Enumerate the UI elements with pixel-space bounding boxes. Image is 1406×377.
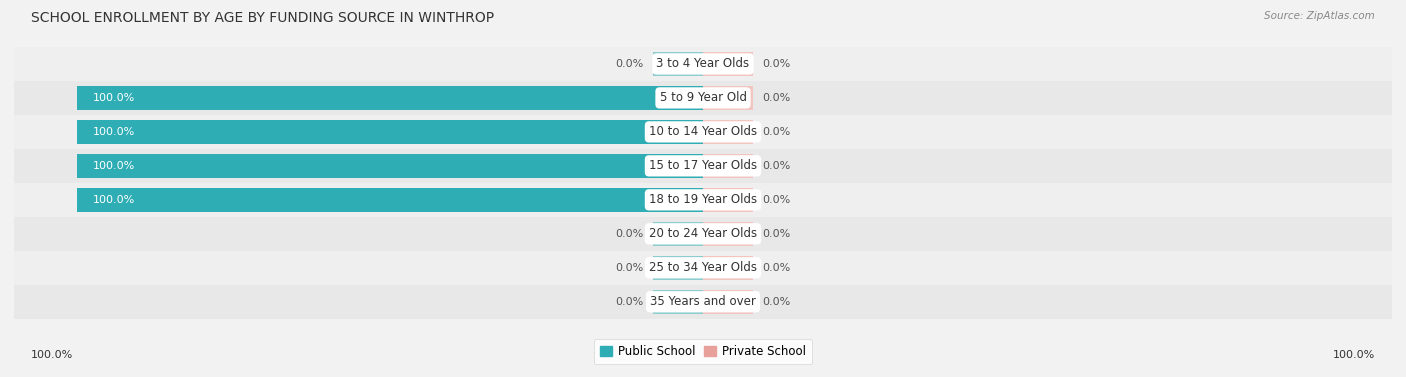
Bar xyxy=(652,52,703,76)
Bar xyxy=(14,81,1392,115)
Text: 0.0%: 0.0% xyxy=(762,263,790,273)
Text: 0.0%: 0.0% xyxy=(616,297,644,307)
Text: 0.0%: 0.0% xyxy=(762,297,790,307)
Text: 0.0%: 0.0% xyxy=(616,59,644,69)
Bar xyxy=(703,154,754,178)
Text: 20 to 24 Year Olds: 20 to 24 Year Olds xyxy=(650,227,756,240)
Legend: Public School, Private School: Public School, Private School xyxy=(593,339,813,364)
Text: Source: ZipAtlas.com: Source: ZipAtlas.com xyxy=(1264,11,1375,21)
Text: 0.0%: 0.0% xyxy=(616,263,644,273)
Bar xyxy=(703,86,754,110)
Text: 100.0%: 100.0% xyxy=(93,195,135,205)
Bar xyxy=(703,120,754,144)
Text: 100.0%: 100.0% xyxy=(93,161,135,171)
Bar xyxy=(14,149,1392,183)
Text: SCHOOL ENROLLMENT BY AGE BY FUNDING SOURCE IN WINTHROP: SCHOOL ENROLLMENT BY AGE BY FUNDING SOUR… xyxy=(31,11,494,25)
Bar xyxy=(14,251,1392,285)
Text: 10 to 14 Year Olds: 10 to 14 Year Olds xyxy=(650,126,756,138)
Bar xyxy=(77,86,703,110)
Bar xyxy=(14,183,1392,217)
Text: 0.0%: 0.0% xyxy=(616,229,644,239)
Text: 0.0%: 0.0% xyxy=(762,195,790,205)
Text: 100.0%: 100.0% xyxy=(93,93,135,103)
Bar xyxy=(703,52,754,76)
Text: 5 to 9 Year Old: 5 to 9 Year Old xyxy=(659,91,747,104)
Bar xyxy=(14,217,1392,251)
Bar xyxy=(14,115,1392,149)
Text: 0.0%: 0.0% xyxy=(762,229,790,239)
Bar xyxy=(703,222,754,246)
Text: 0.0%: 0.0% xyxy=(762,127,790,137)
Bar xyxy=(703,290,754,314)
Bar xyxy=(77,120,703,144)
Text: 100.0%: 100.0% xyxy=(93,127,135,137)
Bar xyxy=(77,188,703,212)
Bar xyxy=(652,256,703,280)
Text: 25 to 34 Year Olds: 25 to 34 Year Olds xyxy=(650,261,756,274)
Text: 0.0%: 0.0% xyxy=(762,161,790,171)
Bar xyxy=(652,290,703,314)
Text: 100.0%: 100.0% xyxy=(1333,350,1375,360)
Bar xyxy=(703,256,754,280)
Bar xyxy=(652,222,703,246)
Text: 100.0%: 100.0% xyxy=(31,350,73,360)
Text: 15 to 17 Year Olds: 15 to 17 Year Olds xyxy=(650,159,756,172)
Text: 0.0%: 0.0% xyxy=(762,59,790,69)
Bar xyxy=(14,47,1392,81)
Bar xyxy=(703,188,754,212)
Text: 18 to 19 Year Olds: 18 to 19 Year Olds xyxy=(650,193,756,206)
Bar xyxy=(77,154,703,178)
Text: 0.0%: 0.0% xyxy=(762,93,790,103)
Text: 35 Years and over: 35 Years and over xyxy=(650,295,756,308)
Bar xyxy=(14,285,1392,319)
Text: 3 to 4 Year Olds: 3 to 4 Year Olds xyxy=(657,57,749,70)
